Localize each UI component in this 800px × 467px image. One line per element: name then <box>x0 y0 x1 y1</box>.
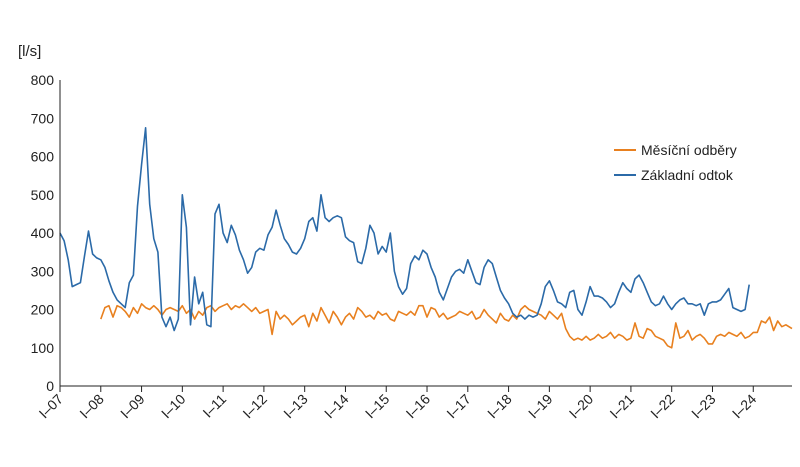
legend-label: Základní odtok <box>641 167 734 183</box>
axes <box>59 80 792 387</box>
x-tick-label: I–15 <box>362 391 393 422</box>
x-tick-label: I–11 <box>199 391 229 421</box>
x-tick-label: I–12 <box>239 391 270 422</box>
y-tick-label: 200 <box>31 302 55 318</box>
series-line-mesicni-odbery <box>100 303 793 349</box>
y-tick-label: 500 <box>31 187 55 203</box>
y-tick-label: 100 <box>31 340 55 356</box>
y-tick-label: 700 <box>31 110 55 126</box>
series-lines <box>59 127 793 349</box>
x-tick-label: I–24 <box>729 391 760 422</box>
x-tick-label: I–09 <box>117 391 148 422</box>
x-tick-label: I–21 <box>606 391 637 422</box>
y-axis-ticks: 0 100 200 300 400 500 600 700 800 <box>31 72 55 394</box>
y-tick-label: 300 <box>31 263 55 279</box>
x-tick-label: I–19 <box>525 391 556 422</box>
x-tick-label: I–14 <box>321 391 352 422</box>
y-axis-unit-label: [l/s] <box>18 43 41 60</box>
x-tick-label: I–16 <box>403 391 434 422</box>
series-line-zakladni-odtok <box>59 127 750 332</box>
x-tick-label: I–23 <box>688 391 719 422</box>
x-tick-label: I–07 <box>36 391 67 422</box>
x-tick-label: I–10 <box>158 391 189 422</box>
x-tick-label: I–17 <box>443 391 474 422</box>
y-tick-label: 800 <box>31 72 55 88</box>
legend: Měsíční odběry Základní odtok <box>614 142 737 183</box>
x-tick-label: I–20 <box>566 391 597 422</box>
y-tick-label: 600 <box>31 149 55 165</box>
legend-label: Měsíční odběry <box>641 142 737 158</box>
x-tick-label: I–13 <box>280 391 311 422</box>
x-tick-label: I–18 <box>484 391 515 422</box>
x-tick-label: I–22 <box>647 391 678 422</box>
x-axis-ticks: I–07 I–08 I–09 I–10 I–11 I–12 I–13 I–14 I–15 I–16… <box>36 386 760 421</box>
x-tick-label: I–08 <box>76 391 107 422</box>
y-tick-label: 0 <box>46 378 54 394</box>
y-tick-label: 400 <box>31 225 55 241</box>
